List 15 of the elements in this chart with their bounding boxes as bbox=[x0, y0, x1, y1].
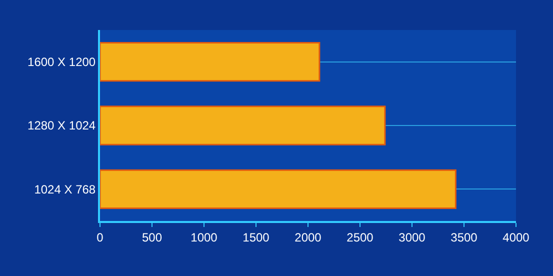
bar bbox=[100, 106, 386, 146]
x-tick-label: 0 bbox=[96, 230, 104, 244]
y-tick-label: 1600 X 1200 bbox=[28, 55, 96, 70]
x-tick-label: 500 bbox=[142, 230, 162, 244]
y-tick-label: 1280 X 1024 bbox=[28, 118, 96, 133]
x-tick-label: 1500 bbox=[242, 230, 270, 244]
x-tick-label: 3500 bbox=[450, 230, 478, 244]
x-tick-label: 2000 bbox=[294, 230, 322, 244]
x-tick-label: 3000 bbox=[398, 230, 426, 244]
x-tick-label: 4000 bbox=[502, 230, 530, 244]
x-tick-label: 1000 bbox=[190, 230, 218, 244]
x-tick-label: 2500 bbox=[346, 230, 374, 244]
bar bbox=[100, 42, 320, 82]
y-tick-label: 1024 X 768 bbox=[34, 182, 96, 196]
bar bbox=[100, 169, 456, 210]
